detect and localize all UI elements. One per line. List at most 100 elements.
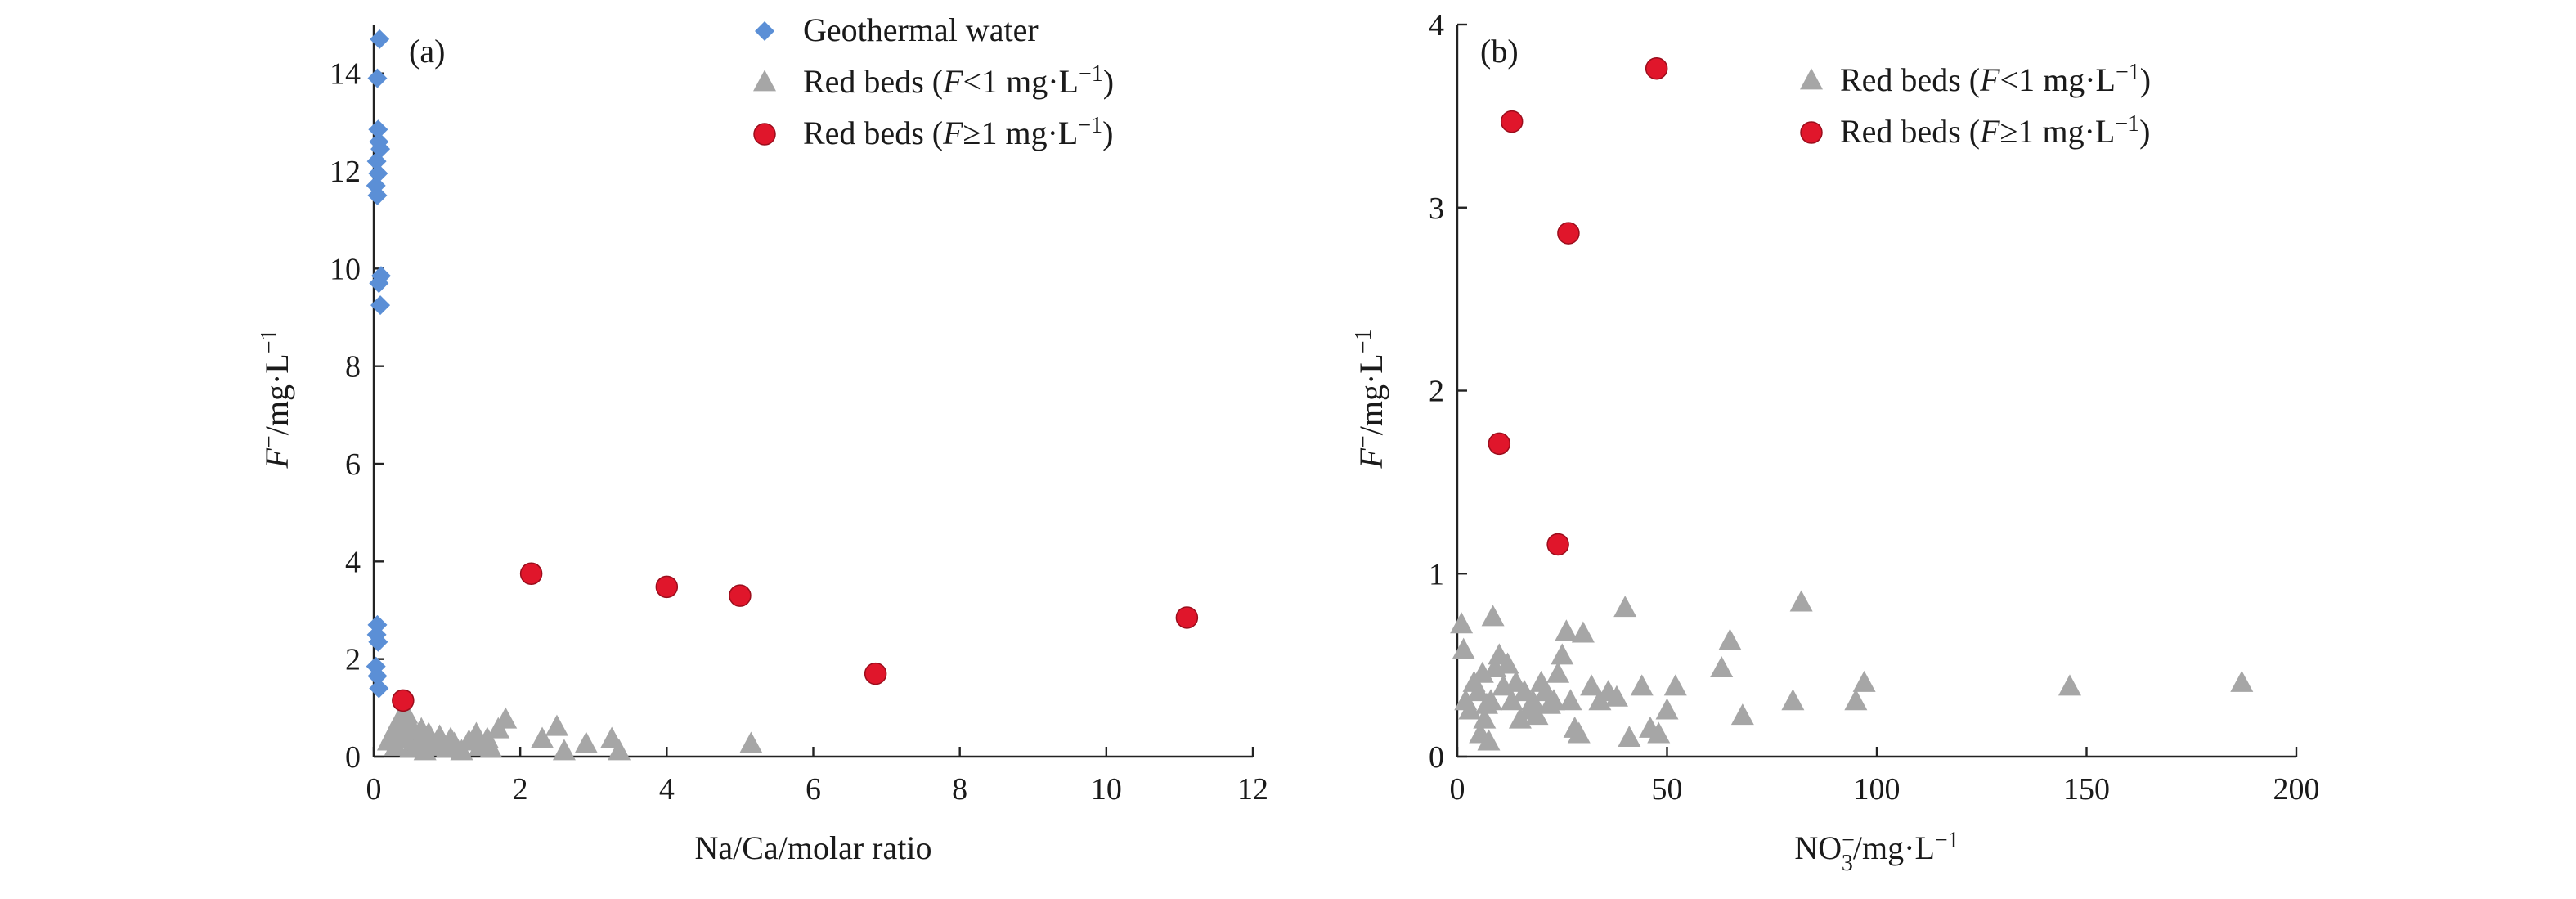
series-circle (1488, 56, 1668, 556)
data-point-triangle (574, 731, 598, 753)
x-tick-label: 100 (1854, 772, 1901, 807)
legend: Geothermal water Red beds (F<1 mg·L−1) Red… (753, 11, 1114, 151)
legend-label: Red beds (F≥1 mg·L−1) (1840, 111, 2150, 150)
data-point-triangle (1542, 689, 1565, 711)
data-point-triangle (1477, 729, 1501, 751)
data-point-triangle (1789, 590, 1813, 612)
data-point-diamond (367, 666, 388, 686)
legend: Red beds (F<1 mg·L−1) Red beds (F≥1 mg·L−… (1800, 60, 2151, 150)
data-point-triangle (1496, 652, 1519, 674)
data-point-triangle (1781, 689, 1805, 711)
data-point-triangle (2230, 670, 2254, 692)
data-point-diamond (368, 119, 388, 140)
y-tick-label: 0 (345, 740, 361, 775)
y-axis-title: F−/mg·L−1 (257, 329, 295, 469)
x-tick-label: 200 (2273, 772, 2320, 807)
y-tick-label: 8 (345, 350, 361, 384)
data-point-circle (1488, 432, 1511, 456)
data-point-triangle (1663, 674, 1687, 696)
legend-label: Red beds (F<1 mg·L−1) (803, 61, 1114, 100)
y-tick-label: 1 (1429, 557, 1444, 591)
y-tick-label: 3 (1429, 191, 1444, 226)
legend-marker-triangle (1800, 68, 1823, 90)
data-point-triangle (1580, 674, 1604, 696)
y-tick-label: 2 (1429, 375, 1444, 409)
data-point-triangle (1466, 680, 1490, 702)
data-point-circle (1645, 56, 1668, 80)
data-point-triangle (494, 707, 518, 729)
series-diamond (366, 29, 391, 699)
y-tick-label: 4 (1429, 8, 1444, 43)
data-point-triangle (531, 726, 554, 748)
series-triangle (376, 702, 763, 761)
data-point-circle (864, 662, 887, 685)
data-point-triangle (1473, 707, 1497, 729)
legend-marker-triangle (753, 70, 776, 92)
data-point-triangle (1452, 637, 1475, 659)
data-point-triangle (1604, 685, 1628, 707)
data-point-triangle (1559, 689, 1582, 711)
data-point-circle (655, 575, 679, 599)
data-point-diamond (367, 185, 388, 205)
x-tick-label: 10 (1091, 772, 1122, 807)
data-point-triangle (1555, 619, 1578, 641)
panel-label: (a) (409, 33, 445, 70)
legend-label: Red beds (F<1 mg·L−1) (1840, 60, 2151, 98)
data-point-triangle (1481, 605, 1505, 627)
legend-label: Geothermal water (803, 11, 1039, 48)
data-point-triangle (1521, 689, 1545, 711)
chart-panel-b: 0 50 100 150 200 0 1 2 3 4 F−/mg·L−1 NO− 3/mg·L−1 (b)… (1351, 8, 2320, 876)
data-point-triangle (1500, 689, 1524, 711)
data-point-diamond (368, 163, 388, 183)
data-point-diamond (366, 151, 387, 172)
data-point-triangle (2058, 674, 2081, 696)
y-tick-label: 6 (345, 447, 361, 482)
data-point-triangle (384, 734, 407, 756)
data-point-circle (519, 562, 543, 585)
data-point-circle (1175, 606, 1199, 629)
data-point-circle (729, 584, 752, 607)
data-point-triangle (1450, 612, 1474, 634)
y-tick-label: 2 (345, 643, 361, 677)
data-point-triangle (545, 714, 568, 736)
x-axis-title: NO− 3/mg·L−1 (1794, 828, 1959, 876)
data-point-triangle (1844, 689, 1868, 711)
x-tick-label: 6 (806, 772, 821, 807)
x-axis-title: Na/Ca/molar ratio (695, 829, 932, 866)
data-point-circle (1500, 110, 1524, 133)
x-tick-label: 0 (366, 772, 382, 807)
series-triangle (1450, 590, 2254, 751)
data-point-triangle (1470, 661, 1494, 683)
data-point-triangle (1655, 698, 1679, 720)
data-point-diamond (367, 68, 388, 88)
data-point-triangle (608, 739, 631, 761)
data-point-triangle (1647, 721, 1671, 744)
data-point-diamond (368, 632, 388, 652)
data-point-triangle (1613, 596, 1637, 618)
x-tick-label: 0 (1450, 772, 1465, 807)
data-point-triangle (1571, 621, 1595, 643)
legend-marker-circle (1800, 121, 1823, 144)
data-point-triangle (1525, 703, 1549, 726)
y-tick-label: 4 (345, 545, 361, 579)
y-axis-title: F−/mg·L−1 (1351, 329, 1389, 469)
legend-marker-circle (753, 123, 776, 146)
data-point-diamond (369, 678, 389, 699)
series-circle (392, 562, 1199, 712)
data-point-diamond (369, 273, 389, 294)
data-point-triangle (1630, 674, 1654, 696)
data-point-diamond (370, 295, 391, 316)
data-point-triangle (1852, 670, 1876, 692)
x-tick-label: 2 (513, 772, 528, 807)
data-point-triangle (1458, 698, 1482, 720)
data-point-circle (1557, 222, 1580, 245)
data-point-triangle (1479, 689, 1503, 711)
data-point-triangle (1546, 661, 1570, 683)
chart-panel-a: 0 2 4 6 8 10 12 0 2 4 6 8 10 12 14 F−/mg·L−1 Na/Ca/molar… (257, 11, 1268, 866)
data-point-triangle (1618, 726, 1641, 748)
x-tick-label: 4 (659, 772, 675, 807)
data-point-triangle (739, 731, 763, 753)
x-tick-label: 150 (2063, 772, 2110, 807)
